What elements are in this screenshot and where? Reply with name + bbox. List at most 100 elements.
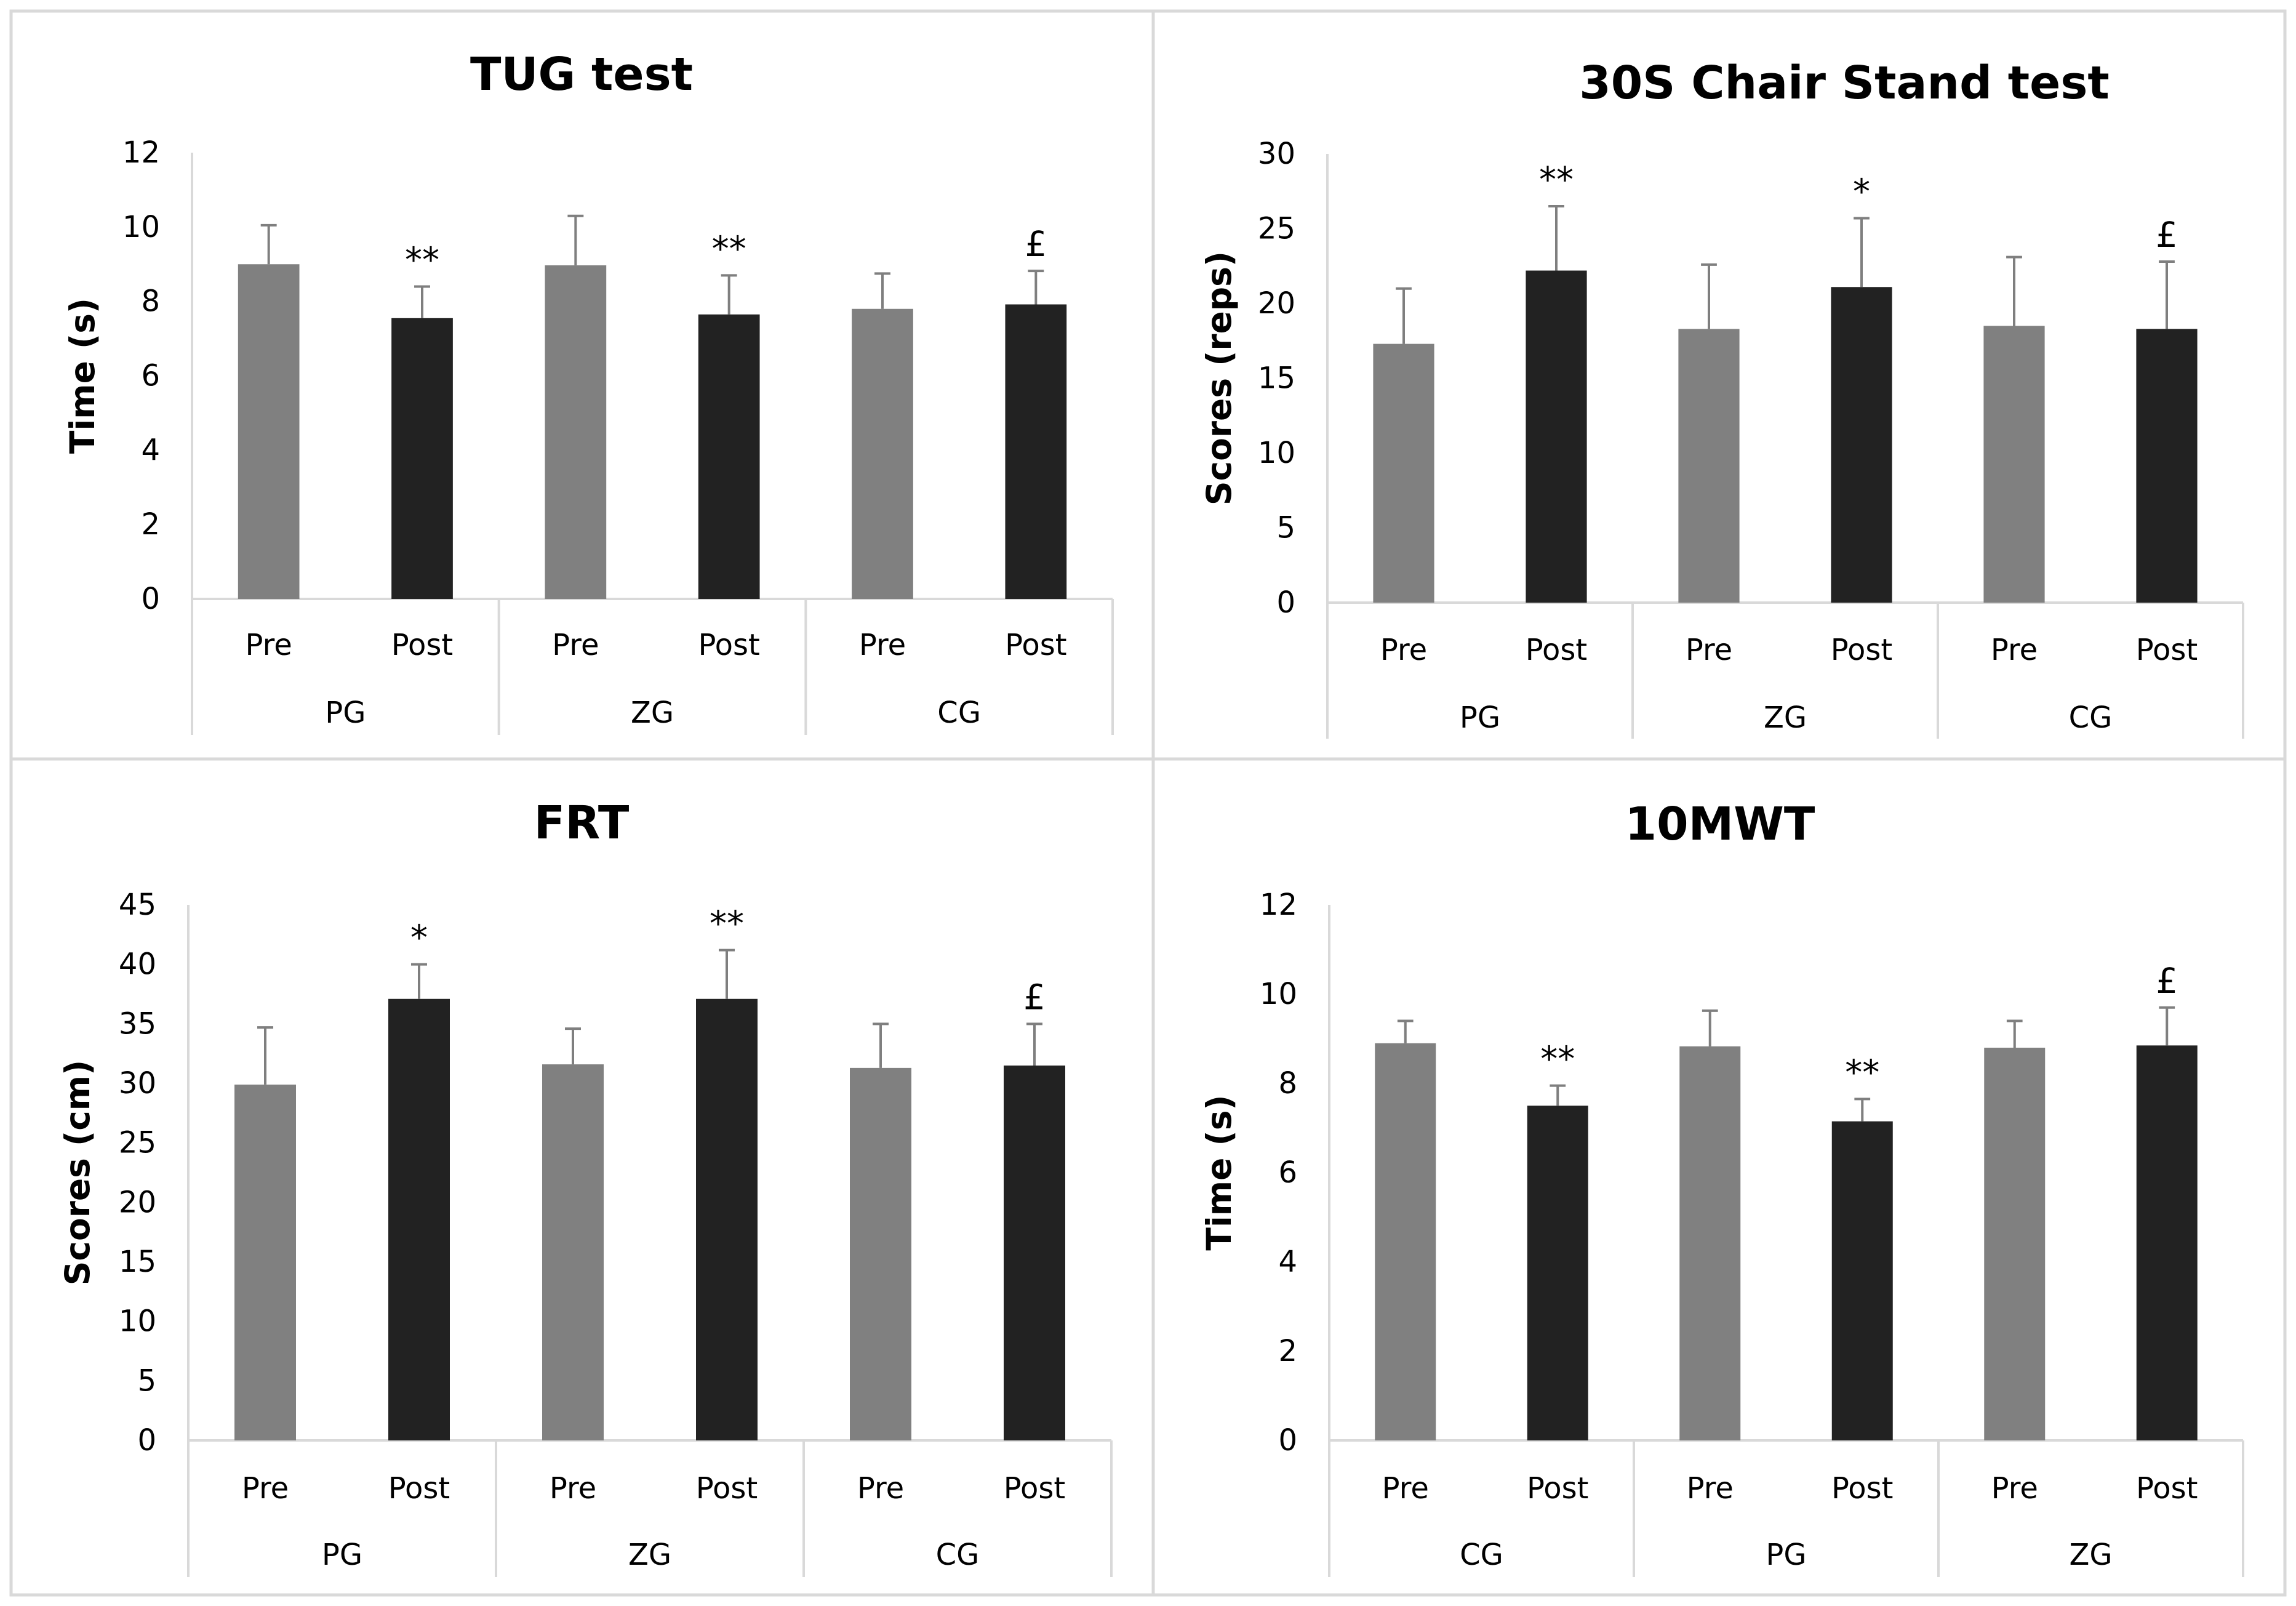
chart-panel-1: TUG test 0 2 4 6 8 10 12 Time (s) PG ZG CG Pre Post **… bbox=[9, 9, 1155, 761]
error-bar bbox=[721, 274, 737, 315]
y-tick-label: 2 bbox=[1278, 1334, 1297, 1368]
y-tick-label: 5 bbox=[1276, 511, 1295, 545]
category-label: Pre bbox=[1382, 1471, 1429, 1506]
y-tick-label: 0 bbox=[137, 1423, 156, 1458]
category-label: Post bbox=[696, 1471, 758, 1506]
error-bar bbox=[719, 949, 735, 999]
error-bar bbox=[1702, 1009, 1718, 1046]
error-bar bbox=[2159, 1006, 2175, 1046]
error-bar bbox=[1028, 270, 1044, 305]
significance-marker: £ bbox=[1025, 225, 1047, 265]
y-axis-title: Time (s) bbox=[1199, 1094, 1239, 1250]
category-label: Pre bbox=[1380, 633, 1427, 667]
group-label: CG bbox=[2069, 701, 2113, 735]
category-label: Post bbox=[391, 628, 453, 662]
y-tick-label: 5 bbox=[137, 1363, 156, 1398]
y-tick-label: 25 bbox=[1258, 212, 1295, 246]
group-label: PG bbox=[1460, 701, 1500, 735]
bar-post bbox=[1004, 1066, 1065, 1440]
error-bar bbox=[567, 214, 584, 266]
error-bar bbox=[1548, 205, 1564, 271]
category-label: Pre bbox=[552, 628, 599, 662]
category-label: Pre bbox=[1686, 633, 1732, 667]
group-label: PG bbox=[325, 696, 366, 730]
y-axis-title: Scores (cm) bbox=[58, 1060, 97, 1286]
category-label: Pre bbox=[242, 1471, 289, 1506]
error-bar bbox=[2006, 1019, 2023, 1048]
bar-pre bbox=[234, 1084, 296, 1440]
bar-pre bbox=[542, 1064, 604, 1440]
bar-pre bbox=[1373, 343, 1434, 603]
error-bar bbox=[1026, 1022, 1042, 1066]
significance-marker: £ bbox=[2156, 215, 2178, 255]
chart-title: 10MWT bbox=[1625, 798, 1815, 851]
y-tick-label: 40 bbox=[119, 947, 156, 982]
error-bar bbox=[414, 285, 430, 318]
y-tick-label: 4 bbox=[1278, 1245, 1297, 1279]
category-label: Post bbox=[2136, 1471, 2198, 1506]
group-label: CG bbox=[937, 696, 981, 730]
y-tick-label: 15 bbox=[1258, 361, 1295, 396]
bar-pre bbox=[1678, 329, 1740, 603]
category-label: Post bbox=[1831, 1471, 1893, 1506]
error-bar bbox=[1854, 217, 1870, 287]
category-label: Post bbox=[698, 628, 759, 662]
error-bar bbox=[2006, 255, 2022, 326]
error-bar bbox=[873, 1022, 889, 1068]
bar-pre bbox=[1983, 326, 2045, 603]
error-bar bbox=[411, 963, 427, 999]
chart-panel-3: FRT 0 5 10 15 20 25 30 35 40 45 Scores (cm) PG ZG CG Pr… bbox=[9, 757, 1155, 1597]
y-tick-label: 8 bbox=[141, 284, 160, 319]
significance-marker: ** bbox=[710, 904, 744, 944]
y-tick-label: 12 bbox=[1260, 888, 1297, 922]
y-tick-label: 10 bbox=[122, 210, 160, 244]
group-label: ZG bbox=[631, 696, 674, 730]
significance-marker: ** bbox=[1845, 1053, 1879, 1093]
error-bar bbox=[1396, 287, 1412, 344]
y-tick-label: 12 bbox=[122, 135, 160, 170]
error-bar bbox=[1854, 1098, 1871, 1122]
bar-post bbox=[391, 318, 453, 599]
bar-pre bbox=[545, 265, 607, 599]
group-label: PG bbox=[1766, 1538, 1806, 1572]
category-label: Pre bbox=[859, 628, 906, 662]
bar-pre bbox=[852, 308, 913, 599]
chart-title: TUG test bbox=[470, 48, 693, 101]
y-tick-label: 10 bbox=[119, 1304, 156, 1339]
error-bar bbox=[1701, 263, 1717, 329]
y-tick-label: 2 bbox=[141, 507, 160, 542]
bar-pre bbox=[1375, 1043, 1436, 1440]
bar-pre bbox=[1984, 1048, 2046, 1440]
chart-panel-4: 10MWT 0 2 4 6 8 10 12 Time (s) CG PG ZG Pre Post ** Pre… bbox=[1151, 757, 2287, 1597]
y-tick-label: 6 bbox=[1278, 1155, 1297, 1190]
bar-post bbox=[698, 314, 760, 599]
bar-pre bbox=[238, 264, 300, 599]
significance-marker: * bbox=[410, 918, 428, 958]
bar-pre bbox=[1679, 1046, 1741, 1440]
group-label: CG bbox=[1460, 1538, 1503, 1572]
y-tick-label: 10 bbox=[1258, 436, 1295, 470]
y-tick-label: 20 bbox=[119, 1185, 156, 1219]
category-label: Pre bbox=[1991, 1471, 2038, 1506]
panel-border bbox=[1151, 757, 2287, 1597]
group-label: ZG bbox=[628, 1538, 671, 1572]
bar-pre bbox=[850, 1067, 911, 1440]
bar-post bbox=[1005, 304, 1067, 599]
y-tick-label: 0 bbox=[1276, 585, 1295, 620]
y-tick-label: 35 bbox=[119, 1006, 156, 1041]
category-label: Post bbox=[1004, 1471, 1065, 1506]
y-tick-label: 15 bbox=[119, 1245, 156, 1279]
error-bar bbox=[1397, 1019, 1414, 1043]
bar-post bbox=[2136, 1045, 2198, 1440]
error-bar bbox=[874, 272, 890, 309]
category-label: Pre bbox=[1687, 1471, 1734, 1506]
bar-post bbox=[1527, 1106, 1588, 1440]
significance-marker: ** bbox=[1540, 1040, 1575, 1080]
y-tick-label: 45 bbox=[119, 888, 156, 922]
category-label: Pre bbox=[550, 1471, 596, 1506]
category-label: Post bbox=[1526, 633, 1587, 667]
category-label: Pre bbox=[246, 628, 292, 662]
error-bar bbox=[260, 223, 277, 265]
y-tick-label: 20 bbox=[1258, 286, 1295, 321]
y-tick-label: 0 bbox=[141, 582, 160, 616]
